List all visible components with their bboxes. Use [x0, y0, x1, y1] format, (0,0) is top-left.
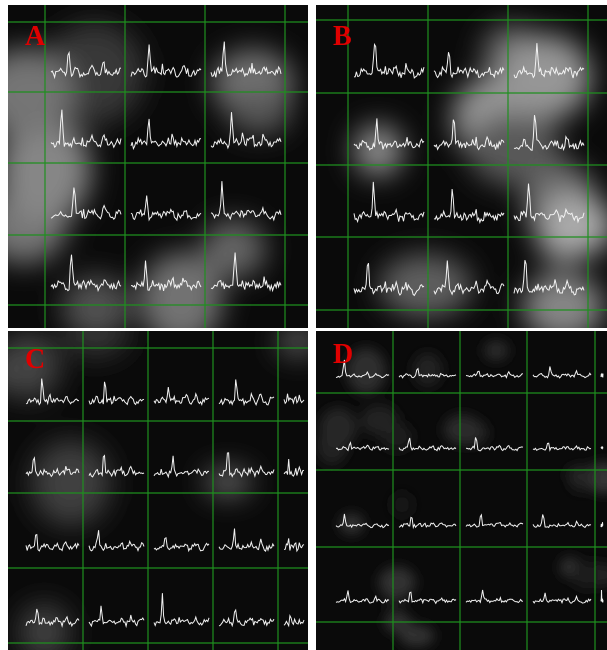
tissue-blob: [391, 492, 414, 518]
panel-label: A: [25, 21, 46, 52]
panel-label: B: [333, 21, 352, 52]
figure: A B C D: [0, 0, 607, 650]
panel-label: D: [333, 339, 353, 370]
spectrum: [601, 447, 603, 449]
spectrum: [601, 374, 603, 378]
tissue-blob: [276, 326, 320, 357]
page: ABCD (() => { const data = JSON.parse(do…: [0, 0, 607, 650]
tissue-blob: [500, 35, 592, 120]
panel: [0, 305, 320, 650]
tissue-blob: [566, 465, 594, 484]
tissue-blob: [483, 340, 509, 361]
panel-label: C: [25, 344, 45, 375]
panels: A B C D: [0, 5, 607, 650]
tissue-blob: [62, 275, 132, 340]
tissue-blob: [571, 561, 601, 589]
tissue-blob: [354, 124, 403, 176]
tissue-blob: [319, 407, 357, 448]
panel: [0, 5, 308, 347]
panel: [316, 331, 607, 650]
tissue-blob: [227, 90, 291, 134]
tissue-blob: [30, 440, 110, 526]
panel: [316, 5, 607, 341]
tissue-blob: [522, 273, 604, 342]
